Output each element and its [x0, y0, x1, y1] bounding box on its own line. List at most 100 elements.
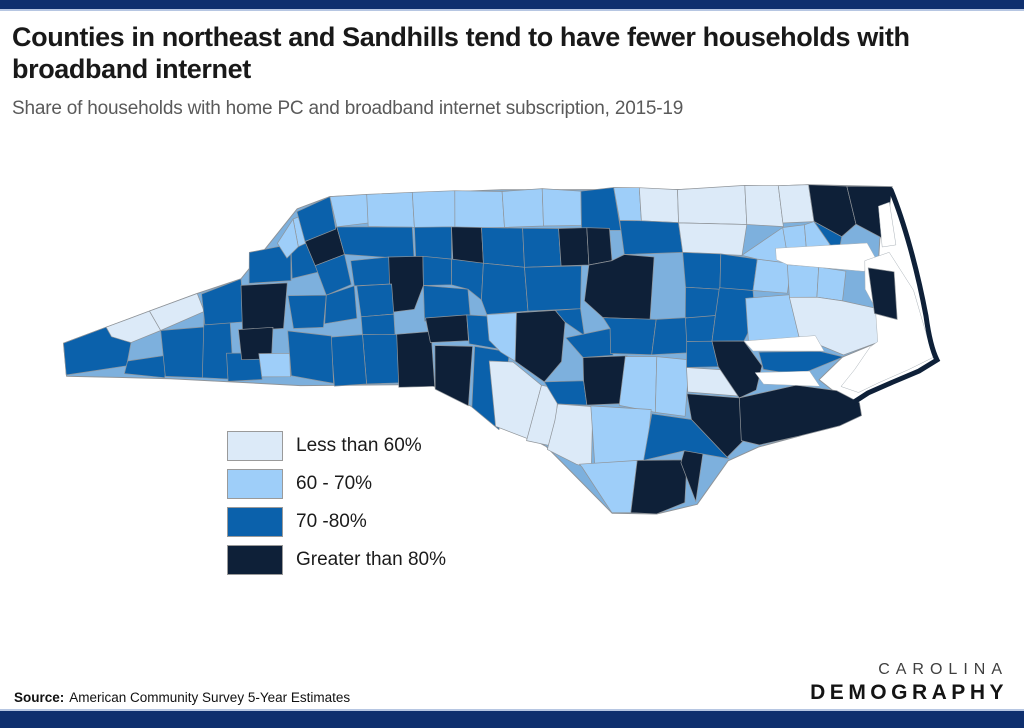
- county-mecklenburg: [396, 331, 436, 388]
- county-dare: [867, 267, 898, 320]
- neuse-river: [754, 370, 821, 387]
- county-sampson: [618, 356, 658, 413]
- currituck-sound: [878, 201, 897, 248]
- county-orange: [558, 227, 590, 267]
- pamlico-river: [743, 335, 825, 352]
- county-buncombe: [240, 282, 288, 332]
- county-alleghany: [329, 194, 370, 228]
- brand-carolina: CAROLINA: [878, 660, 1008, 678]
- brand-logo: CAROLINA DEMOGRAPHY: [810, 660, 1008, 706]
- county-nash: [682, 252, 722, 290]
- county-franklin: [619, 220, 684, 255]
- county-yadkin: [414, 226, 453, 261]
- county-edgecombe: [719, 253, 758, 291]
- legend-swatch: [227, 545, 283, 575]
- county-lincoln: [360, 313, 396, 336]
- county-rockingham: [454, 190, 505, 230]
- county-tyrrell: [816, 266, 847, 302]
- title-line-1: Counties in northeast and Sandhills tend…: [12, 22, 910, 52]
- county-union: [434, 345, 473, 407]
- county-wayne: [651, 317, 688, 356]
- legend-item-3: 70 -80%: [227, 507, 446, 537]
- pamlico-sound: [840, 252, 934, 393]
- county-carteret: [738, 384, 862, 446]
- source-note: Source: American Community Survey 5-Year …: [14, 690, 350, 705]
- brand-demography: DEMOGRAPHY: [810, 680, 1008, 704]
- county-forsyth: [451, 226, 484, 264]
- bottom-accent-line: [0, 709, 1024, 711]
- county-madison: [248, 243, 292, 284]
- outer-banks-strip: [848, 187, 941, 407]
- county-stokes: [411, 190, 456, 230]
- county-harnett: [565, 328, 614, 358]
- legend-item-2: 60 - 70%: [227, 469, 446, 499]
- legend-swatch: [227, 431, 283, 461]
- county-rutherford: [287, 330, 334, 384]
- county-pender: [643, 413, 729, 461]
- county-alexander: [350, 256, 392, 287]
- county-pamlico: [758, 350, 844, 376]
- county-gates: [777, 184, 815, 224]
- county-ashe: [296, 196, 337, 242]
- county-cleveland: [330, 334, 367, 387]
- legend-item-4: Greater than 80%: [227, 545, 446, 575]
- county-johnston: [602, 317, 657, 356]
- legend-label: 70 -80%: [296, 511, 367, 532]
- albemarle-sound: [775, 242, 882, 272]
- county-greene: [684, 315, 716, 342]
- bottom-accent-bar: [0, 711, 1024, 728]
- county-burke: [324, 285, 358, 325]
- county-wilkes: [336, 226, 415, 260]
- county-onslow: [686, 393, 744, 458]
- county-halifax: [678, 222, 748, 256]
- source-text: American Community Survey 5-Year Estimat…: [69, 690, 351, 705]
- source-label: Source:: [14, 690, 65, 705]
- county-montgomery: [486, 312, 517, 362]
- county-durham: [586, 227, 613, 266]
- top-accent-line: [0, 9, 1024, 11]
- county-cumberland: [582, 355, 628, 406]
- county-gaston: [362, 333, 402, 385]
- county-washington: [786, 264, 820, 298]
- county-graham: [105, 310, 162, 343]
- county-hertford: [744, 185, 784, 227]
- county-wake: [584, 254, 655, 320]
- county-columbus: [579, 460, 638, 514]
- county-mcdowell: [287, 294, 327, 329]
- county-person: [541, 188, 582, 227]
- county-martin: [752, 258, 792, 294]
- county-alamance: [522, 227, 562, 268]
- legend-label: Greater than 80%: [296, 549, 446, 570]
- title-line-2: broadband internet: [12, 53, 251, 84]
- top-accent-bar: [0, 0, 1024, 9]
- county-macon: [160, 326, 206, 379]
- county-surry: [366, 191, 415, 228]
- county-bladen: [590, 405, 652, 466]
- county-cabarrus: [425, 314, 469, 343]
- legend-swatch: [227, 469, 283, 499]
- county-randolph: [481, 262, 529, 315]
- county-duplin: [654, 356, 690, 417]
- header: Counties in northeast and Sandhills tend…: [12, 22, 992, 120]
- legend: Less than 60% 60 - 70% 70 -80% Greater than…: [227, 431, 446, 583]
- county-chatham: [524, 265, 582, 312]
- county-cherokee: [63, 326, 132, 376]
- county-polk: [258, 352, 291, 378]
- page-subtitle: Share of households with home PC and bro…: [12, 97, 684, 119]
- county-warren: [638, 187, 679, 223]
- page-title: Counties in northeast and Sandhills tend…: [12, 22, 992, 86]
- legend-swatch: [227, 507, 283, 537]
- legend-label: 60 - 70%: [296, 473, 373, 494]
- county-guilford: [481, 227, 525, 268]
- county-northampton: [677, 185, 748, 225]
- county-davidson: [451, 258, 484, 301]
- county-haywood: [201, 278, 245, 326]
- county-caswell: [501, 188, 544, 228]
- county-wilson: [684, 286, 721, 319]
- county-catawba: [356, 283, 395, 318]
- county-camden: [808, 184, 857, 238]
- county-clay: [124, 354, 170, 379]
- county-mitchell: [277, 218, 299, 259]
- legend-label: Less than 60%: [296, 435, 422, 456]
